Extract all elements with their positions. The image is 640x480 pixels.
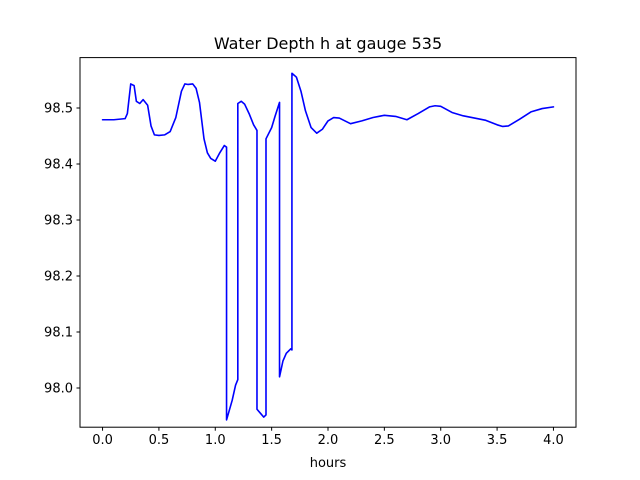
- x-tick-label: 3.0: [430, 433, 451, 448]
- x-tick-label: 4.0: [543, 433, 564, 448]
- y-tick-label: 98.1: [44, 326, 73, 341]
- plot-area: [101, 72, 555, 421]
- y-tick-label: 98.3: [44, 214, 73, 229]
- plot-frame: [79, 57, 577, 428]
- x-tick-label: 2.0: [318, 433, 339, 448]
- y-tick-label: 98.4: [44, 158, 73, 173]
- x-tick-label: 3.5: [487, 433, 508, 448]
- y-axis: 98.0 98.1 98.2 98.3 98.4 98.5: [44, 102, 80, 397]
- chart-title: Water Depth h at gauge 535: [214, 34, 442, 53]
- x-axis-label: hours: [310, 456, 347, 471]
- x-tick-label: 0.5: [149, 433, 170, 448]
- series-line: [101, 72, 555, 421]
- x-tick-label: 1.5: [261, 433, 282, 448]
- x-tick-label: 2.5: [374, 433, 395, 448]
- y-tick-label: 98.5: [44, 102, 73, 117]
- x-tick-label: 0.0: [92, 433, 113, 448]
- y-tick-label: 98.2: [44, 270, 73, 285]
- x-tick-label: 1.0: [205, 433, 226, 448]
- y-tick-label: 98.0: [44, 382, 73, 397]
- x-axis: 0.0 0.5 1.0 1.5 2.0 2.5 3.0 3.5 4.0: [92, 427, 564, 448]
